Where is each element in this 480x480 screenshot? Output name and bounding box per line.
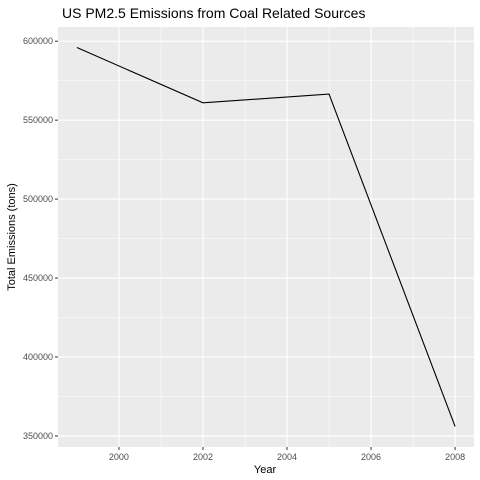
panel-background: [58, 27, 474, 447]
x-tick-label: 2002: [193, 452, 213, 462]
y-tick-label: 350000: [23, 431, 53, 441]
x-tick-label: 2004: [277, 452, 297, 462]
y-tick-label: 600000: [23, 36, 53, 46]
x-axis-title: Year: [254, 464, 277, 476]
y-tick-label: 500000: [23, 194, 53, 204]
x-tick-label: 2008: [445, 452, 465, 462]
y-tick-label: 450000: [23, 273, 53, 283]
series-lines: [76, 47, 456, 427]
x-tick-label: 2006: [361, 452, 381, 462]
y-axis-title: Total Emissions (tons): [6, 183, 18, 291]
gridlines: [58, 27, 474, 447]
chart-title: US PM2.5 Emissions from Coal Related Sou…: [62, 5, 365, 21]
y-tick-label: 550000: [23, 115, 53, 125]
plot-panel: [58, 27, 474, 447]
x-axis: 2000 2002 2004 2006 2008: [109, 447, 465, 462]
x-tick-label: 2000: [109, 452, 129, 462]
series-line-0: [76, 47, 456, 427]
y-axis: 350000 400000 450000 500000 550000 600000: [23, 36, 58, 441]
y-tick-label: 400000: [23, 352, 53, 362]
